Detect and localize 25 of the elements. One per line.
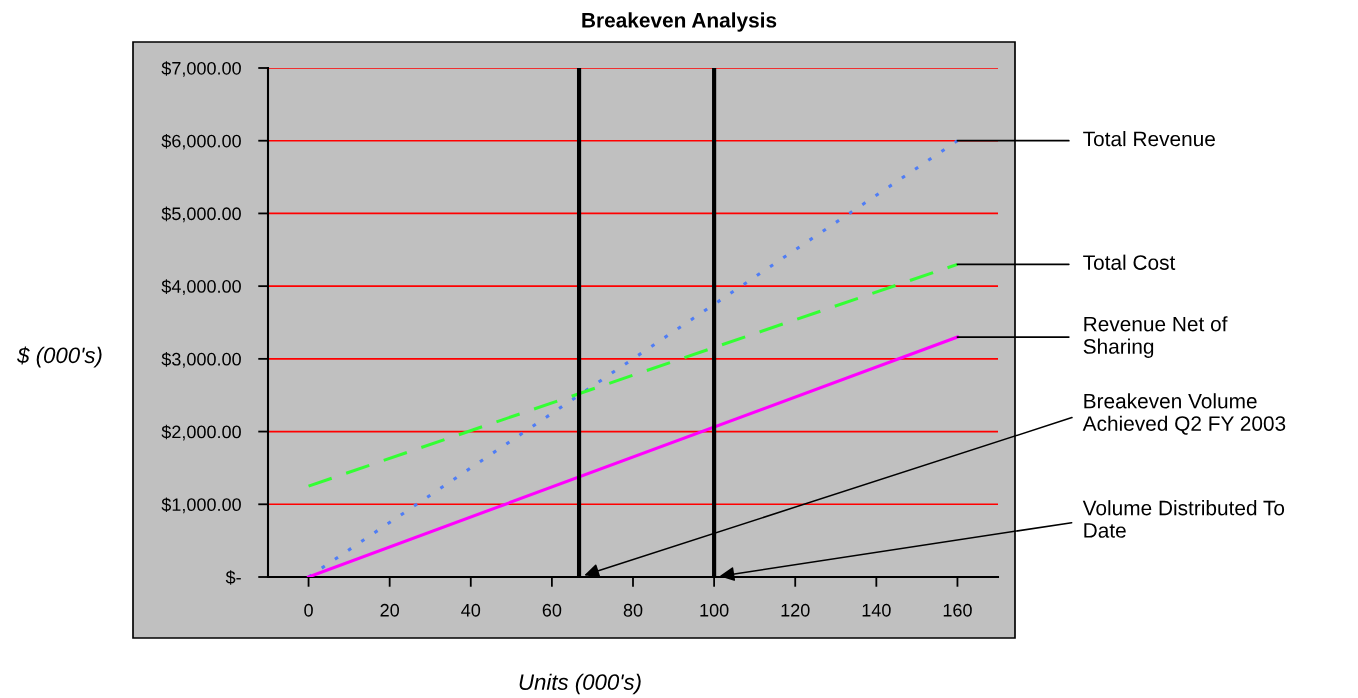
chart-title: Breakeven Analysis	[582, 12, 777, 32]
x-tick-label: 0	[304, 603, 313, 617]
y-tick-label: $5,000.00	[161, 206, 241, 223]
y-axis-title: $ (000's)	[16, 346, 102, 368]
text: Total Revenue	[1083, 131, 1215, 147]
y-tick-label: $3,000.00	[161, 352, 241, 368]
text: Revenue Net of Sharing	[1083, 316, 1228, 358]
text: Total Cost	[1083, 254, 1176, 270]
x-tick-label: 20	[380, 603, 399, 617]
x-tick-label: 160	[943, 603, 972, 617]
x-tick-label: 40	[461, 603, 481, 617]
y-tick-label: $1,000.00	[161, 497, 241, 514]
x-axis-title: Units (000's)	[519, 673, 641, 695]
y-tick-label: $7,000.00	[161, 61, 241, 77]
y-tick-label: $4,000.00	[161, 279, 241, 295]
x-tick-label: 120	[781, 603, 810, 617]
ref-line-label: Breakeven Volume Achieved Q2 FY 2003	[1082, 393, 1286, 435]
ref-line-label: Volume Distributed To Date	[1082, 500, 1285, 538]
y-tick-label: $6,000.00	[161, 133, 241, 150]
x-tick-label: 140	[862, 603, 891, 617]
y-tick-label: $2,000.00	[161, 424, 241, 441]
x-tick-label: 100	[700, 603, 729, 617]
y-tick-label: $-	[225, 570, 241, 585]
x-tick-label: 80	[623, 603, 643, 617]
x-tick-label: 60	[542, 603, 562, 617]
